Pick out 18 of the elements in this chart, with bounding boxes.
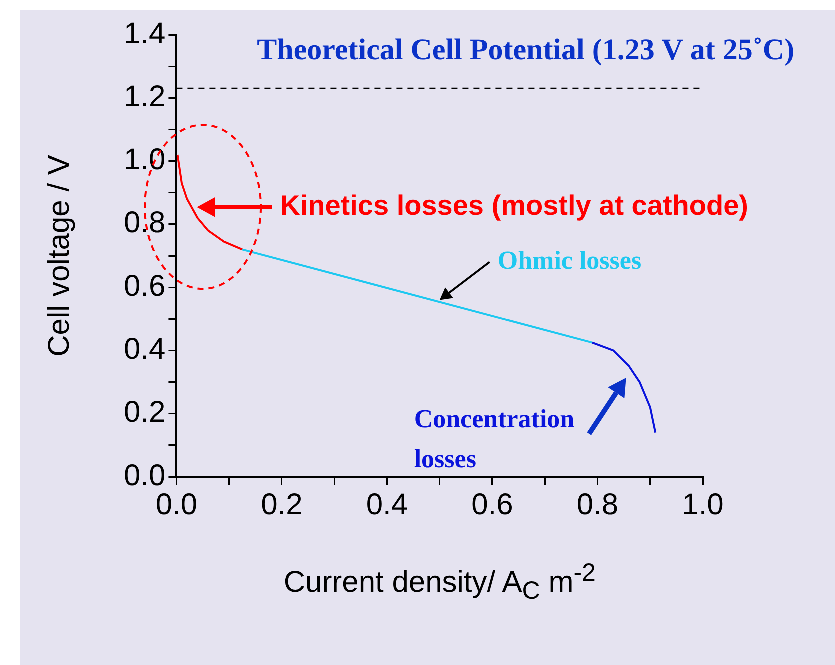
x-tick-label: 0.4	[366, 488, 408, 522]
x-tick-label: 0.6	[472, 488, 514, 522]
x-tick-label: 1.0	[682, 488, 724, 522]
annotation: Ohmic losses	[498, 246, 642, 275]
y-tick-label: 1.0	[124, 144, 166, 177]
y-axis-title: Cell voltage / V	[42, 155, 77, 357]
ref-line-label: Theoretical Cell Potential (1.23 V at 25˚C)	[257, 33, 795, 66]
y-tick-label: 0.6	[124, 270, 166, 303]
x-tick-label: 0.2	[261, 488, 303, 522]
y-tick-label: 1.2	[124, 80, 166, 114]
y-tick-label: 0.4	[124, 332, 166, 366]
y-tick-label: 0.2	[124, 396, 166, 430]
annotation: Kinetics losses (mostly at cathode)	[280, 190, 748, 222]
annotation: Concentration losses	[414, 404, 576, 474]
x-tick-label: 0.8	[576, 488, 619, 522]
y-tick-label: 1.4	[124, 17, 166, 50]
y-tick-label: 0.8	[124, 206, 166, 240]
x-axis-title: Current density/ A$_{C}$ m$^{-2}$	[284, 559, 596, 606]
